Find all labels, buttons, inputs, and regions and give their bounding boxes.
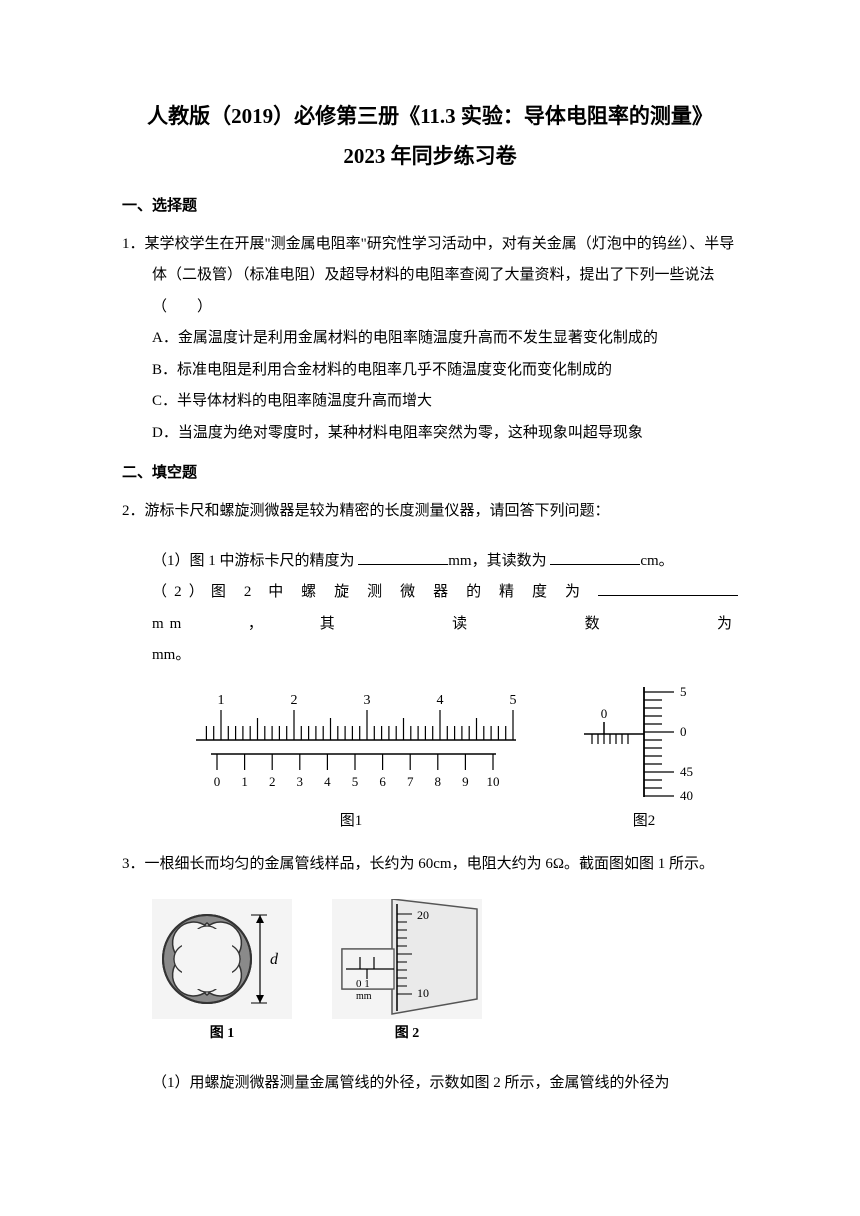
q1-option-a: A．金属温度计是利用金属材料的电阻率随温度升高而不发生显著变化制成的 <box>152 323 738 355</box>
q2-sub2: （2）图 2 中 螺 旋 测 微 器 的 精 度 为 mm ，其 读 数 为 <box>122 577 738 640</box>
q2-sub1-suffix: cm。 <box>640 553 673 569</box>
mic2-t20: 20 <box>417 908 429 922</box>
section-fill: 二、填空题 <box>122 461 738 482</box>
q2-sub2-prefix: （2）图 2 中 螺 旋 测 微 器 的 精 度 为 <box>152 584 598 600</box>
title-main: 人教版（2019）必修第三册《11.3 实验：导体电阻率的测量》 <box>122 100 738 134</box>
q2-stem: 2．游标卡尺和螺旋测微器是较为精密的长度测量仪器，请回答下列问题： <box>122 496 738 528</box>
vernier-caliper-svg: 1 2 3 4 5 <box>176 682 526 802</box>
blank <box>598 581 738 596</box>
question-2: 2．游标卡尺和螺旋测微器是较为精密的长度测量仪器，请回答下列问题： （1）图 1… <box>122 496 738 837</box>
q2-sub2-mid: mm ，其 读 数 为 <box>152 616 738 632</box>
vernier-v-10: 10 <box>487 774 500 789</box>
vernier-v-6: 6 <box>379 774 386 789</box>
vernier-main-2: 2 <box>291 693 298 708</box>
section-choice: 一、选择题 <box>122 194 738 215</box>
dim-d-label: d <box>270 951 279 968</box>
q3-stem: 3．一根细长而均匀的金属管线样品，长约为 60cm，电阻大约为 6Ω。截面图如图… <box>122 849 738 881</box>
q3-fig2-label: 图 2 <box>332 1019 482 1048</box>
vernier-v-1: 1 <box>241 774 248 789</box>
blank <box>550 550 640 565</box>
q3-fig1-label: 图 1 <box>152 1019 292 1048</box>
q2-sub1: （1）图 1 中游标卡尺的精度为 mm，其读数为 cm。 <box>122 546 738 578</box>
mic2-mm01: 0 1 <box>356 978 370 990</box>
mic-t-5: 5 <box>680 684 687 699</box>
mic-t-45: 45 <box>680 764 693 779</box>
vernier-v-9: 9 <box>462 774 469 789</box>
q2-figure1: 1 2 3 4 5 <box>176 682 526 838</box>
q2-sub1-prefix: （1）图 1 中游标卡尺的精度为 <box>152 553 358 569</box>
q1-option-b: B．标准电阻是利用合金材料的电阻率几乎不随温度变化而变化制成的 <box>152 355 738 387</box>
micrometer-svg: 0 <box>574 682 714 802</box>
q3-sub1: （1）用螺旋测微器测量金属管线的外径，示数如图 2 所示，金属管线的外径为 <box>122 1068 738 1100</box>
q3-figure1: d 图 1 <box>152 899 292 1048</box>
mic2-t10: 10 <box>417 986 429 1000</box>
micrometer2-svg: 0 1 mm 20 10 <box>332 899 482 1019</box>
q1-stem: 1．某学校学生在开展"测金属电阻率"研究性学习活动中，对有关金属（灯泡中的钨丝）… <box>122 229 738 324</box>
q2-figure2: 0 <box>574 682 714 838</box>
mic2-mmtext: mm <box>356 991 372 1002</box>
q2-sub1-mid: mm，其读数为 <box>448 553 550 569</box>
question-1: 1．某学校学生在开展"测金属电阻率"研究性学习活动中，对有关金属（灯泡中的钨丝）… <box>122 229 738 450</box>
vernier-v-0: 0 <box>214 774 221 789</box>
mic-main-0: 0 <box>601 706 608 721</box>
title-sub: 2023 年同步练习卷 <box>122 140 738 170</box>
vernier-main-4: 4 <box>437 693 444 708</box>
vernier-main-5: 5 <box>510 693 517 708</box>
mic-t-0: 0 <box>680 724 687 739</box>
blank <box>358 550 448 565</box>
vernier-v-4: 4 <box>324 774 331 789</box>
vernier-v-7: 7 <box>407 774 414 789</box>
mic-t-40: 40 <box>680 788 693 802</box>
q2-sub2-cont: mm。 <box>122 640 738 672</box>
q1-option-d: D．当温度为绝对零度时，某种材料电阻率突然为零，这种现象叫超导现象 <box>152 418 738 450</box>
vernier-v-8: 8 <box>435 774 442 789</box>
vernier-main-3: 3 <box>364 693 371 708</box>
vernier-v-2: 2 <box>269 774 276 789</box>
q2-figures: 1 2 3 4 5 <box>152 682 738 838</box>
vernier-v-3: 3 <box>297 774 304 789</box>
vernier-main-1: 1 <box>218 693 225 708</box>
tube-cross-section-svg: d <box>152 899 292 1019</box>
q3-figure2: 0 1 mm 20 10 图 2 <box>332 899 482 1048</box>
vernier-v-5: 5 <box>352 774 359 789</box>
q3-figures: d 图 1 0 1 mm <box>152 899 738 1048</box>
question-3: 3．一根细长而均匀的金属管线样品，长约为 60cm，电阻大约为 6Ω。截面图如图… <box>122 849 738 1099</box>
q1-option-c: C．半导体材料的电阻率随温度升高而增大 <box>152 386 738 418</box>
q2-sub2-suffix: mm。 <box>152 647 190 663</box>
q2-fig2-label: 图2 <box>633 806 656 838</box>
q2-fig1-label: 图1 <box>340 806 363 838</box>
